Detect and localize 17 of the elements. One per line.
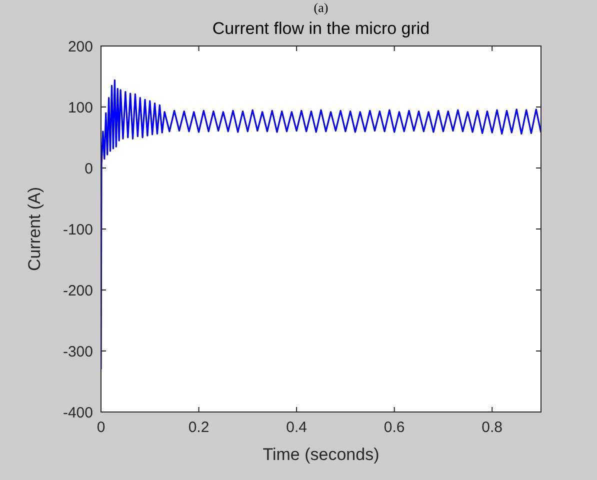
line-series xyxy=(101,79,541,370)
x-tick-label: 0 xyxy=(96,419,106,436)
y-tick-label: -100 xyxy=(62,221,93,238)
text: (a) xyxy=(314,0,328,15)
y-tick-label: -200 xyxy=(62,282,93,300)
x-tick-label: 0.8 xyxy=(482,419,503,436)
y-tick-label: -400 xyxy=(62,404,93,422)
x-tick-label: 0.4 xyxy=(286,419,307,436)
y-axis-title: Current (A) xyxy=(25,186,44,272)
x-tick-label: 0.2 xyxy=(188,419,210,436)
y-tick-label: 100 xyxy=(68,99,93,116)
y-tick-label: 200 xyxy=(68,38,93,56)
x-tick-label: 0.6 xyxy=(384,419,405,436)
chart-title: Current flow in the micro grid xyxy=(212,19,430,38)
y-tick-label: -300 xyxy=(62,343,93,360)
y-tick-label: 0 xyxy=(84,160,93,178)
x-axis-title: Time (seconds) xyxy=(262,445,380,464)
